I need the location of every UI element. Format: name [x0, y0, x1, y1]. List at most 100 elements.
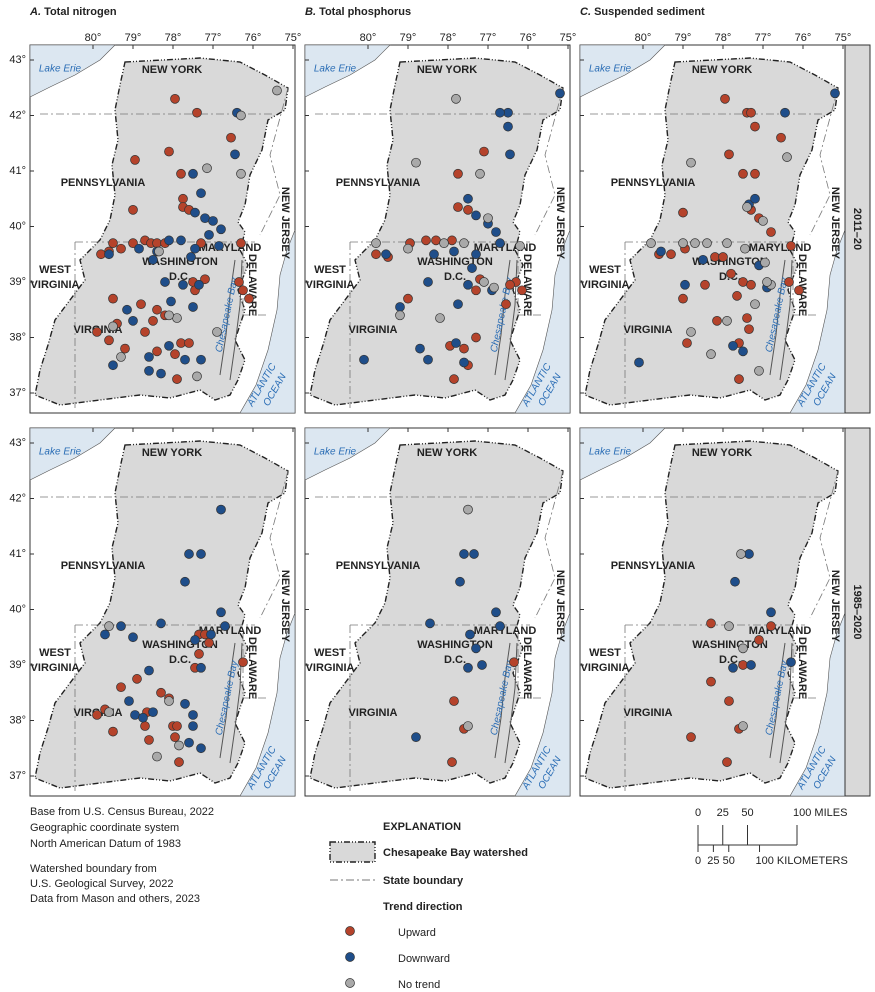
- site: [786, 241, 796, 251]
- lake-label: Lake Erie: [314, 64, 357, 75]
- scale-label: 100 MILES: [793, 807, 847, 819]
- site: [505, 279, 515, 290]
- site: [724, 696, 734, 706]
- site: [194, 649, 204, 659]
- site: [471, 285, 481, 296]
- site: [176, 338, 186, 348]
- site: [491, 607, 501, 618]
- site: [686, 157, 696, 168]
- site: [170, 732, 180, 743]
- state-label: PENNSYLVANIA: [611, 560, 696, 572]
- site: [128, 205, 138, 215]
- site: [108, 726, 118, 737]
- scale-label: 0: [695, 855, 701, 867]
- site: [120, 343, 130, 354]
- state-label: MARYLAND: [199, 242, 262, 254]
- source-note: U.S. Geological Survey, 2022: [30, 878, 173, 890]
- site: [194, 279, 204, 290]
- state-boundary: [242, 250, 268, 316]
- site: [164, 146, 174, 157]
- legend-label: Downward: [398, 953, 450, 965]
- site: [200, 213, 210, 224]
- state-label: VIRGINIA: [31, 662, 80, 674]
- site: [152, 238, 162, 248]
- site: [124, 696, 134, 706]
- site: [152, 304, 162, 315]
- state-label: NEW YORK: [142, 64, 202, 76]
- site: [471, 332, 481, 343]
- state-boundary: [242, 633, 268, 699]
- site: [202, 163, 212, 174]
- site: [156, 618, 166, 629]
- site: [467, 263, 477, 273]
- legend-subtitle: Trend direction: [383, 901, 463, 913]
- state-label: VIRGINIA: [31, 279, 80, 291]
- site: [116, 352, 126, 362]
- watershed: [34, 57, 289, 406]
- lon-label: 80°: [85, 32, 102, 44]
- site: [766, 227, 776, 237]
- site: [130, 710, 140, 720]
- lake: [29, 427, 116, 481]
- site: [144, 352, 154, 362]
- lon-label: 77°: [205, 32, 222, 44]
- site: [463, 193, 473, 204]
- site: [148, 254, 158, 265]
- site: [92, 327, 102, 337]
- ocean: [514, 612, 571, 797]
- site: [760, 257, 770, 268]
- state-label: DELAWARE: [521, 254, 533, 316]
- site: [517, 285, 527, 296]
- site: [734, 374, 744, 384]
- site: [100, 629, 110, 640]
- state-label: MARYLAND: [749, 242, 812, 254]
- legend-label: Chesapeake Bay watershed: [383, 847, 528, 859]
- site: [702, 238, 712, 248]
- site: [425, 618, 435, 629]
- site: [706, 676, 716, 687]
- state-label: MARYLAND: [474, 242, 537, 254]
- site: [449, 246, 459, 257]
- site: [148, 707, 158, 718]
- site: [750, 299, 760, 310]
- site: [463, 504, 473, 515]
- source-note: North American Datum of 1983: [30, 838, 181, 850]
- site: [188, 721, 198, 731]
- site: [190, 635, 200, 645]
- site: [463, 662, 473, 673]
- legend-label: Upward: [398, 927, 436, 939]
- site: [656, 246, 666, 257]
- site: [830, 88, 840, 99]
- state-label: PENNSYLVANIA: [611, 177, 696, 189]
- site: [216, 224, 226, 235]
- site: [152, 751, 162, 762]
- state-label: NEW JERSEY: [829, 187, 841, 260]
- panel-letter: A.: [29, 6, 41, 18]
- site: [204, 229, 214, 240]
- site: [108, 360, 118, 371]
- lat-label: 39°: [9, 659, 26, 671]
- site: [236, 238, 246, 248]
- site: [746, 660, 756, 670]
- site: [794, 285, 804, 296]
- site: [447, 235, 457, 246]
- site: [130, 155, 140, 165]
- lat-label: 42°: [9, 109, 26, 121]
- lon-label: 80°: [635, 32, 652, 44]
- site: [732, 291, 742, 301]
- site: [698, 254, 708, 265]
- lat-label: 41°: [9, 548, 26, 560]
- state-label: WEST: [39, 647, 71, 659]
- site: [214, 241, 224, 251]
- site: [206, 629, 216, 640]
- site: [134, 243, 144, 254]
- site: [415, 343, 425, 354]
- state-label: DELAWARE: [796, 637, 808, 699]
- site: [742, 202, 752, 212]
- site: [178, 279, 188, 290]
- site: [491, 227, 501, 237]
- site: [122, 304, 132, 315]
- site: [180, 576, 190, 587]
- state-boundary: [809, 470, 839, 619]
